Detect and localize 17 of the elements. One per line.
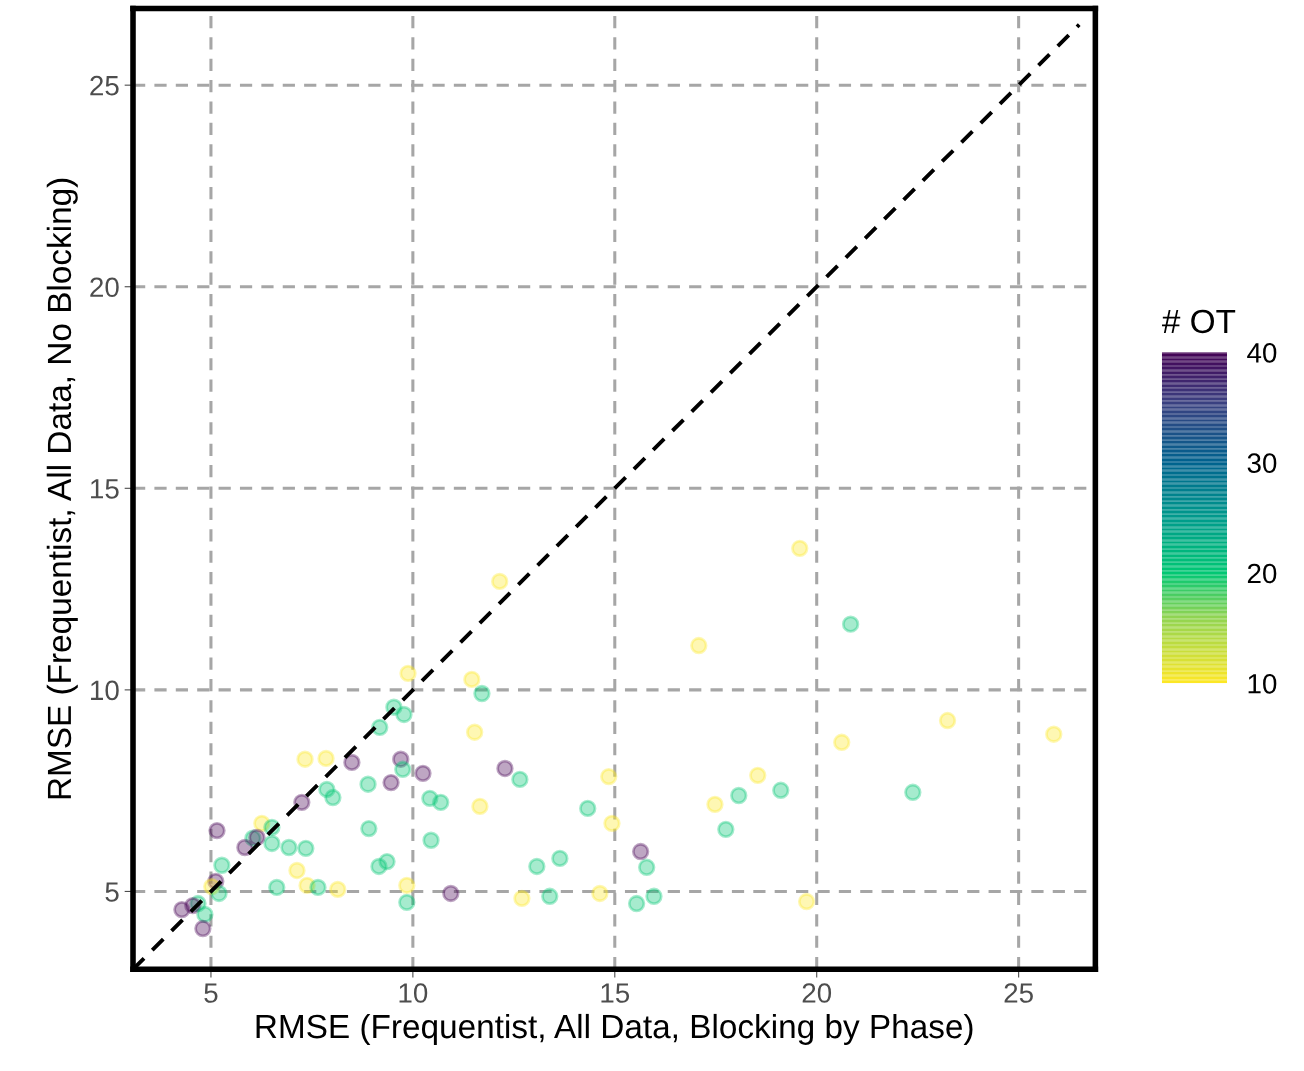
color-bar-label: 40 [1247,343,1277,363]
x-tick-label: 5 [204,983,218,1003]
y-tick-label: 25 [90,75,119,96]
x-axis-title: RMSE (Frequentist, All Data, Blocking by Phase) [256,1013,973,1045]
color-bar-label: 30 [1247,453,1277,474]
y-tick-label: 20 [90,277,119,298]
y-tick-label: 15 [91,479,119,499]
y-tick-label: 5 [105,882,119,902]
color-bar-title: # OT [1162,309,1236,334]
x-tick-label: 25 [1004,983,1033,1003]
x-tick-label: 15 [601,983,630,1003]
x-tick-label: 10 [399,983,428,1003]
y-tick-label: 10 [91,680,119,701]
color-bar-label: 10 [1248,673,1277,694]
y-axis-title: RMSE (Frequentist, All Data, No Blocking) [46,178,78,799]
color-bar-label: 20 [1247,563,1277,584]
x-tick-label: 20 [802,983,832,1003]
